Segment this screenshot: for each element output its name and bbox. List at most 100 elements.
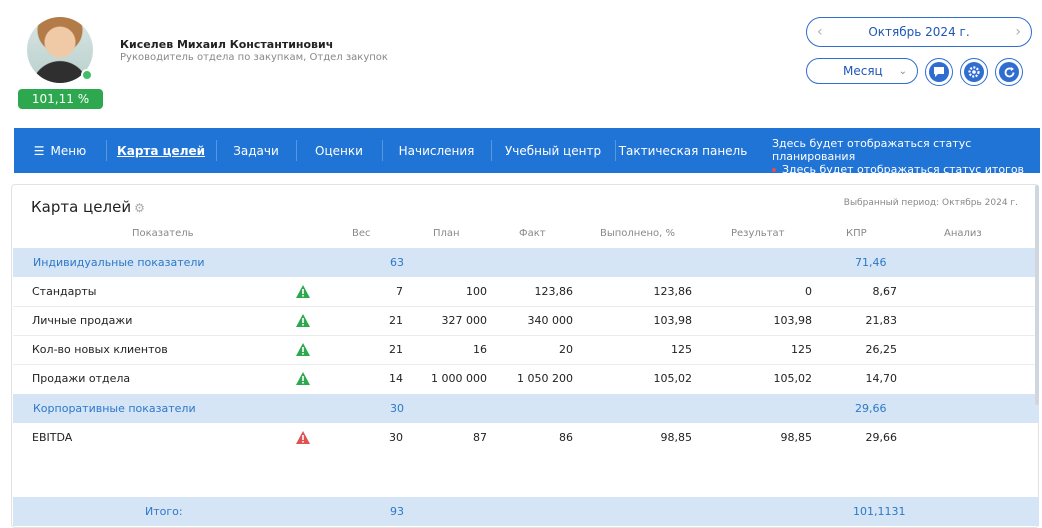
weight-cell: 30 [389,431,403,444]
status-planning-text: Здесь будет отображаться статус планиров… [772,137,972,163]
result-cell: 105,02 [773,372,813,385]
col-kpr: КПР [846,228,867,239]
indicator-name: Личные продажи [32,314,133,327]
tab-tactical-panel-label: Тактическая панель [618,143,748,158]
indicator-name: Стандарты [32,285,97,298]
warning-ok-icon [296,314,310,327]
fact-cell: 86 [559,431,573,444]
tab-ratings-label: Оценки [315,143,363,158]
result-cell: 103,98 [773,314,813,327]
tab-accruals-label: Начисления [398,143,475,158]
chat-button[interactable] [925,58,953,86]
row-divider [13,306,1039,307]
fact-cell: 123,86 [534,285,574,298]
col-result: Результат [731,228,785,239]
warning-ok-icon [296,285,310,298]
next-period-icon[interactable]: › [1015,24,1021,40]
plan-cell: 1 000 000 [431,372,487,385]
row-divider [13,335,1039,336]
warning-bad-icon [296,431,310,444]
tab-training-center[interactable]: Учебный центр [491,128,615,173]
user-name: Киселев Михаил Константинович [120,38,334,51]
kpr-badge: 101,11 % [18,89,103,109]
card-title: Карта целей ⚙ [31,198,145,216]
fact-cell: 340 000 [527,314,574,327]
kpr-cell: 26,25 [865,343,898,356]
kpr-cell: 21,83 [865,314,898,327]
settings-button[interactable] [960,58,988,86]
plan-cell: 327 000 [441,314,488,327]
group-row-corporate[interactable]: Корпоративные показатели 30 29,66 [13,394,1039,423]
weight-cell: 14 [389,372,403,385]
weight-cell: 21 [389,343,403,356]
tab-tasks[interactable]: Задачи [216,128,296,173]
user-role: Руководитель отдела по закупкам, Отдел з… [120,52,388,63]
scrollbar[interactable] [1035,185,1039,405]
chat-icon [934,67,944,77]
gear-icon [968,66,980,78]
col-weight: Вес [352,228,371,239]
tab-ratings[interactable]: Оценки [296,128,382,173]
profile-header: 101,11 % Киселев Михаил Константинович Р… [0,0,1042,128]
tab-accruals[interactable]: Начисления [382,128,491,173]
main-nav: ☰ Меню Карта целей Задачи Оценки Начисле… [14,128,1040,176]
group-row-individual[interactable]: Индивидуальные показатели 63 71,46 [13,248,1039,277]
refresh-button[interactable] [995,58,1023,86]
weight-cell: 21 [389,314,403,327]
menu-label: Меню [50,143,87,158]
period-type-value: Месяц [843,64,883,78]
result-cell: 0 [805,285,812,298]
group-weight: 63 [390,256,404,269]
table-row[interactable]: Личные продажи 21 327 000 340 000 103,98… [13,306,1039,335]
result-cell: 125 [791,343,812,356]
plan-cell: 100 [466,285,487,298]
gear-icon[interactable]: ⚙ [134,201,145,215]
menu-button[interactable]: ☰ Меню [14,128,106,173]
kpr-cell: 29,66 [865,431,898,444]
tab-tasks-label: Задачи [233,143,279,158]
online-status-dot [81,69,93,81]
kpr-cell: 14,70 [865,372,898,385]
status-results-line: Здесь будет отображаться статус итогов [772,163,1040,176]
group-kpr: 29,66 [855,402,887,415]
done-cell: 105,02 [653,372,693,385]
refresh-icon [1004,66,1014,77]
selected-period: Выбранный период: Октябрь 2024 г. [843,198,1018,208]
period-label[interactable]: Октябрь 2024 г. [868,25,970,39]
table-row[interactable]: Стандарты 7 100 123,86 123,86 0 8,67 [13,277,1039,306]
fact-cell: 1 050 200 [517,372,573,385]
result-cell: 98,85 [780,431,813,444]
table-row[interactable]: Продажи отдела 14 1 000 000 1 050 200 10… [13,364,1039,393]
prev-period-icon[interactable]: ‹ [817,24,823,40]
hamburger-icon: ☰ [33,143,45,158]
total-weight: 93 [390,505,404,518]
indicator-name: Кол-во новых клиентов [32,343,168,356]
col-indicator: Показатель [132,228,194,239]
fact-cell: 20 [559,343,573,356]
col-done: Выполнено, % [600,228,676,239]
col-plan: План [433,228,460,239]
done-cell: 98,85 [660,431,693,444]
indicator-name: Продажи отдела [32,372,131,385]
kpr-cell: 8,67 [872,285,898,298]
col-analysis: Анализ [944,228,982,239]
done-cell: 103,98 [653,314,693,327]
total-label: Итого: [145,505,183,518]
group-kpr: 71,46 [855,256,887,269]
total-kpr: 101,1131 [853,505,906,518]
plan-cell: 16 [473,343,487,356]
period-selector: ‹ Октябрь 2024 г. › [806,17,1032,47]
chevron-down-icon: ⌄ [898,65,907,77]
tab-training-center-label: Учебный центр [504,143,602,158]
status-dot [772,168,776,172]
table-row[interactable]: Кол-во новых клиентов 21 16 20 125 125 2… [13,335,1039,364]
col-fact: Факт [519,228,546,239]
status-results-text: Здесь будет отображаться статус итогов [782,163,1025,176]
tab-tactical-panel[interactable]: Тактическая панель [615,128,751,173]
tab-goal-map-label: Карта целей [116,143,206,158]
row-divider [13,364,1039,365]
table-row[interactable]: EBITDA 30 87 86 98,85 98,85 29,66 [13,423,1039,452]
warning-ok-icon [296,343,310,356]
period-type-select[interactable]: Месяц ⌄ [806,58,918,84]
tab-goal-map[interactable]: Карта целей [106,128,216,173]
